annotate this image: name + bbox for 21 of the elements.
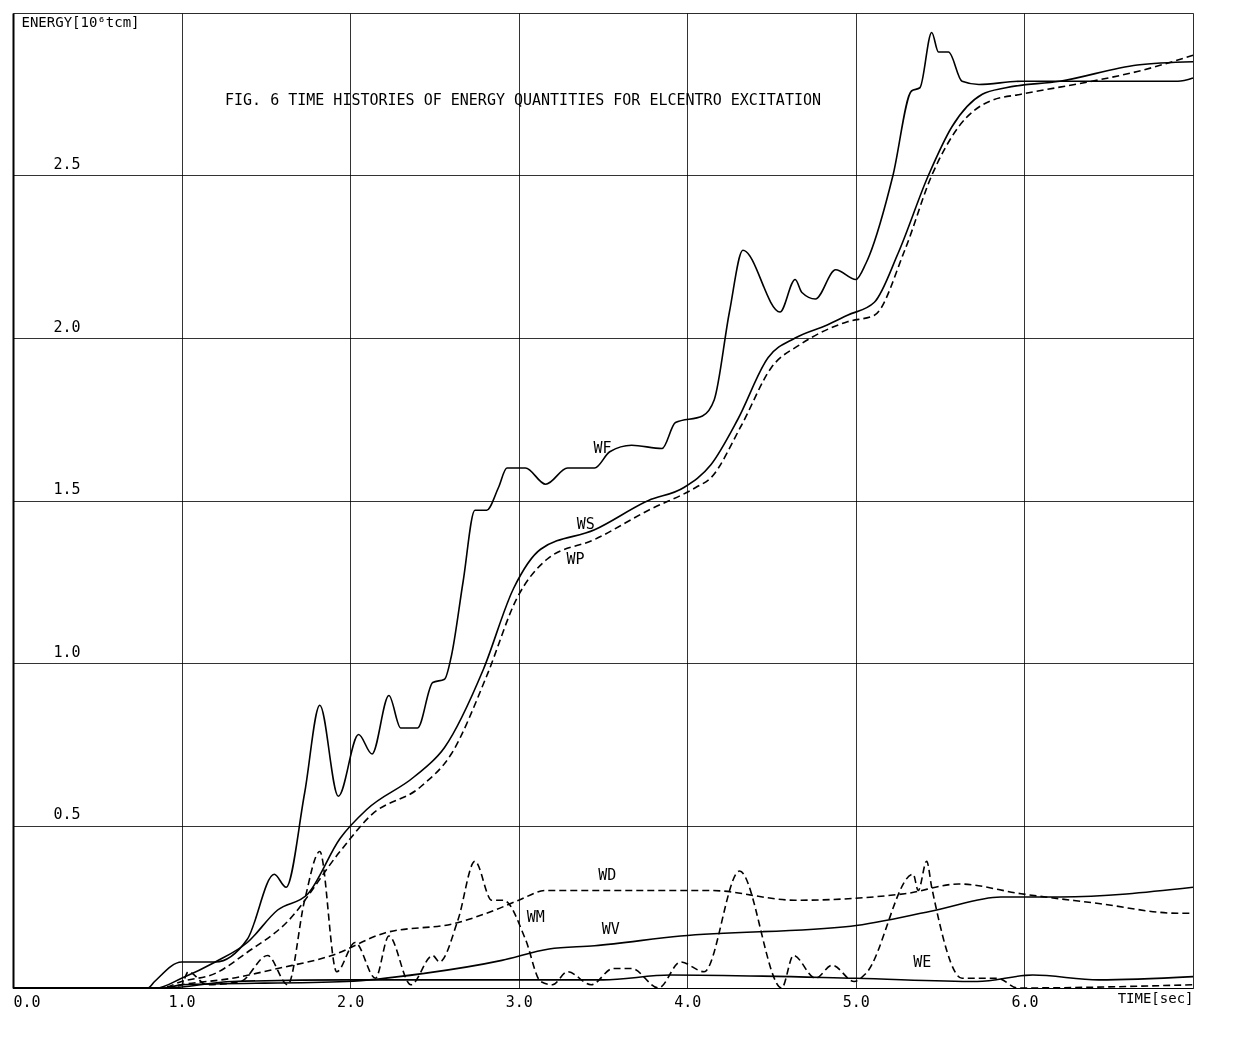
series-label: WE [913, 952, 932, 971]
x-tick-label: 1.0 [168, 992, 196, 1011]
series-label: WV [601, 920, 620, 939]
x-tick-label: 4.0 [674, 992, 702, 1011]
y-tick-label: 1.0 [53, 642, 81, 661]
series-label: WD [598, 865, 617, 884]
y-tick-label: 0.5 [53, 805, 81, 823]
series-label: WM [526, 908, 545, 927]
y-tick-label: 2.0 [53, 317, 81, 336]
series-label: WF [593, 439, 612, 457]
y-axis-title: ENERGY[10⁶tcm] [21, 13, 140, 30]
y-tick-label: 1.5 [53, 480, 81, 498]
x-tick-label: 6.0 [1011, 992, 1039, 1011]
series-label: WS [576, 514, 595, 533]
x-tick-label: 0.0 [13, 992, 41, 1011]
y-tick-label: 2.5 [53, 155, 81, 173]
x-tick-label: 2.0 [337, 992, 365, 1011]
x-tick-label: 5.0 [842, 992, 870, 1011]
series-label: WP [566, 549, 585, 568]
x-tick-label: 3.0 [505, 992, 533, 1011]
x-axis-title: TIME[sec] [1117, 989, 1194, 1006]
